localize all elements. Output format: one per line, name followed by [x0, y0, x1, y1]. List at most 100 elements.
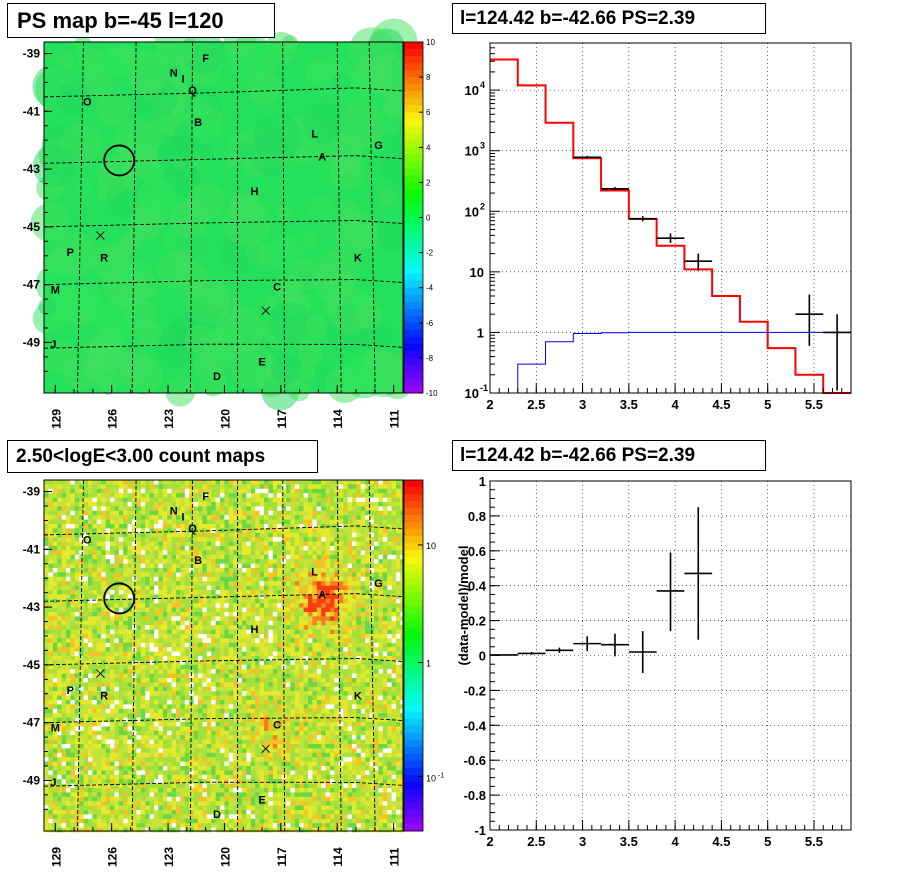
- count-pixel: [330, 616, 335, 622]
- count-pixel: [365, 524, 370, 529]
- count-pixel: [316, 515, 322, 520]
- count-pixel: [211, 717, 216, 723]
- count-pixel: [158, 625, 164, 630]
- count-pixel: [154, 594, 159, 600]
- count-pixel: [171, 497, 177, 503]
- count-pixel: [246, 678, 252, 683]
- count-pixel: [61, 629, 67, 635]
- count-pixel: [308, 625, 313, 630]
- count-pixel: [308, 585, 313, 591]
- count-pixel: [127, 629, 133, 635]
- count-pixel: [105, 537, 111, 542]
- count-pixel: [299, 497, 304, 503]
- count-pixel: [198, 488, 203, 494]
- count-pixel: [149, 612, 155, 617]
- count-pixel: [321, 638, 326, 644]
- count-pixel: [114, 638, 120, 644]
- count-pixel: [356, 625, 362, 630]
- count-pixel: [48, 700, 54, 705]
- count-pixel: [242, 519, 247, 525]
- count-pixel: [202, 524, 208, 529]
- count-pixel: [281, 506, 287, 512]
- count-pixel: [158, 642, 164, 648]
- count-pixel: [330, 700, 335, 705]
- count-pixel: [272, 581, 278, 586]
- count-pixel: [290, 576, 296, 582]
- count-pixel: [105, 607, 111, 613]
- count-pixel: [48, 708, 54, 714]
- count-pixel: [268, 528, 274, 534]
- count-pixel: [246, 515, 252, 520]
- count-pixel: [52, 612, 58, 617]
- count-pixel: [114, 722, 120, 727]
- count-pixel: [140, 488, 146, 494]
- count-pixel: [347, 568, 353, 573]
- count-pixel: [286, 572, 291, 578]
- count-pixel: [136, 528, 142, 534]
- count-pixel: [180, 524, 186, 529]
- count-pixel: [352, 493, 357, 498]
- count-pixel: [237, 713, 243, 718]
- count-pixel: [158, 484, 164, 490]
- count-pixel: [281, 638, 287, 644]
- count-pixel: [110, 506, 115, 512]
- count-pixel: [286, 528, 291, 534]
- count-pixel: [312, 506, 318, 512]
- count-pixel: [259, 629, 265, 635]
- count-pixel: [184, 607, 190, 613]
- count-pixel: [352, 497, 357, 503]
- count-pixel: [281, 532, 287, 538]
- count-pixel: [334, 488, 340, 494]
- count-pixel: [180, 528, 186, 534]
- count-pixel: [79, 563, 84, 569]
- count-pixel: [228, 612, 234, 617]
- count-pixel: [215, 664, 221, 670]
- count-pixel: [206, 625, 212, 630]
- count-pixel: [378, 515, 384, 520]
- count-pixel: [325, 528, 331, 534]
- count-pixel: [132, 502, 137, 507]
- count-pixel: [391, 607, 397, 613]
- count-pixel: [242, 532, 247, 538]
- count-pixel: [145, 554, 150, 560]
- count-pixel: [290, 524, 296, 529]
- count-pixel: [246, 691, 252, 696]
- count-pixel: [308, 515, 313, 520]
- count-pixel: [79, 519, 84, 525]
- count-pixel: [338, 590, 344, 595]
- count-pixel: [66, 616, 71, 622]
- count-pixel: [162, 695, 168, 701]
- count-pixel: [83, 634, 89, 639]
- count-pixel: [123, 700, 128, 705]
- count-pixel: [88, 704, 93, 710]
- count-pixel: [154, 537, 159, 542]
- count-pixel: [316, 607, 322, 613]
- count-pixel: [180, 678, 186, 683]
- count-pixel: [118, 515, 124, 520]
- count-pixel: [171, 708, 177, 714]
- count-pixel: [264, 532, 269, 538]
- count-pixel: [44, 603, 49, 608]
- count-pixel: [211, 642, 216, 648]
- count-pixel: [48, 669, 54, 674]
- count-pixel: [184, 708, 190, 714]
- count-pixel: [237, 616, 243, 622]
- count-pixel: [118, 691, 124, 696]
- count-pixel: [110, 550, 115, 556]
- count-pixel: [343, 488, 348, 494]
- count-pixel: [286, 664, 291, 670]
- count-pixel: [268, 695, 274, 701]
- count-pixel: [316, 488, 322, 494]
- count-pixel: [79, 524, 84, 529]
- count-pixel: [44, 568, 49, 573]
- count-pixel: [57, 607, 62, 613]
- count-pixel: [237, 629, 243, 635]
- count-pixel: [70, 519, 76, 525]
- count-pixel: [290, 546, 296, 551]
- count-pixel: [255, 647, 260, 652]
- texture-blob: [324, 301, 337, 315]
- texture-blob: [223, 197, 271, 246]
- count-pixel: [290, 572, 296, 578]
- count-pixel: [140, 620, 146, 626]
- count-pixel: [352, 502, 357, 507]
